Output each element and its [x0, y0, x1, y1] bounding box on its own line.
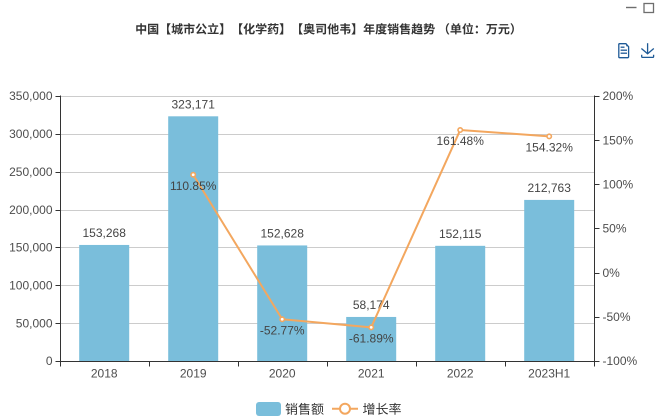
- svg-text:154.32%: 154.32%: [526, 140, 574, 154]
- svg-text:250,000: 250,000: [9, 165, 53, 179]
- svg-text:2018: 2018: [91, 367, 118, 381]
- svg-text:300,000: 300,000: [9, 127, 53, 141]
- svg-text:-50%: -50%: [603, 310, 631, 324]
- svg-text:350,000: 350,000: [9, 89, 53, 103]
- svg-text:50,000: 50,000: [16, 316, 53, 330]
- svg-text:110.85%: 110.85%: [170, 179, 217, 193]
- svg-text:50%: 50%: [603, 222, 627, 236]
- svg-text:323,171: 323,171: [172, 97, 216, 111]
- svg-text:100%: 100%: [603, 178, 634, 192]
- svg-text:-100%: -100%: [603, 354, 638, 368]
- svg-text:2022: 2022: [447, 367, 474, 381]
- svg-text:2019: 2019: [180, 367, 207, 381]
- svg-text:-52.77%: -52.77%: [260, 323, 305, 337]
- svg-text:152,628: 152,628: [261, 226, 305, 240]
- svg-text:150,000: 150,000: [9, 241, 53, 255]
- svg-text:0: 0: [46, 354, 53, 368]
- svg-text:200%: 200%: [603, 89, 634, 103]
- svg-text:161.48%: 161.48%: [437, 134, 485, 148]
- svg-text:-61.89%: -61.89%: [349, 331, 394, 345]
- svg-text:0%: 0%: [603, 266, 621, 280]
- svg-text:150%: 150%: [603, 133, 634, 147]
- svg-text:2020: 2020: [269, 367, 296, 381]
- svg-text:2021: 2021: [358, 367, 385, 381]
- svg-text:2023H1: 2023H1: [528, 367, 570, 381]
- svg-text:153,268: 153,268: [83, 226, 127, 240]
- svg-text:152,115: 152,115: [439, 227, 482, 241]
- svg-text:200,000: 200,000: [9, 203, 53, 217]
- svg-text:212,763: 212,763: [528, 181, 572, 195]
- svg-text:100,000: 100,000: [9, 278, 53, 292]
